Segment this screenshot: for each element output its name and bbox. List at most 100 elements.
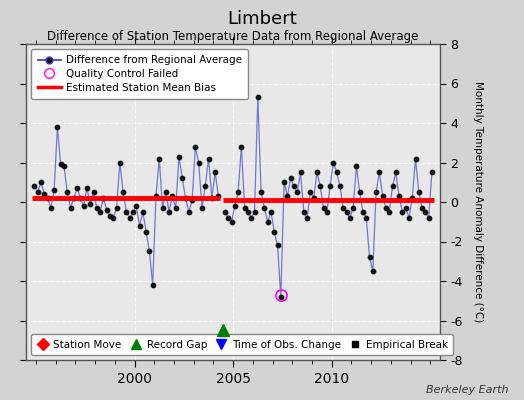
Point (378, 193, 387, 199)
Point (300, 209, 308, 215)
Point (336, 183, 344, 189)
Point (221, 209, 229, 215)
Point (297, 169, 305, 176)
Point (332, 169, 341, 176)
Point (184, 209, 193, 215)
Point (208, 195, 216, 201)
Point (119, 189, 127, 195)
Point (287, 175, 295, 182)
Point (250, 209, 259, 215)
Point (126, 214, 134, 221)
Point (264, 218, 272, 225)
Point (254, 94, 262, 100)
Point (388, 183, 397, 189)
Point (191, 144, 200, 150)
Point (319, 205, 328, 211)
Point (382, 205, 390, 211)
Point (96, 209, 104, 215)
Legend: Station Move, Record Gap, Time of Obs. Change, Empirical Break: Station Move, Record Gap, Time of Obs. C… (31, 334, 453, 355)
Point (342, 209, 351, 215)
Point (155, 155, 163, 162)
Point (142, 228, 150, 235)
Point (329, 159, 337, 166)
Point (277, 294, 285, 300)
Point (181, 195, 190, 201)
Point (227, 218, 236, 225)
Point (346, 214, 354, 221)
Point (274, 242, 282, 249)
Point (152, 193, 160, 199)
Point (83, 185, 91, 191)
Point (424, 214, 433, 221)
Point (421, 209, 430, 215)
Point (139, 209, 147, 215)
Point (99, 195, 107, 201)
Point (93, 205, 101, 211)
Point (148, 282, 157, 288)
Point (43, 195, 52, 201)
Point (355, 189, 364, 195)
Point (257, 189, 265, 195)
Point (244, 209, 252, 215)
Point (401, 205, 410, 211)
Text: Berkeley Earth: Berkeley Earth (426, 385, 508, 395)
Point (385, 209, 394, 215)
Point (260, 205, 269, 211)
Point (34, 189, 42, 195)
Point (326, 183, 334, 189)
Point (408, 195, 417, 201)
Point (63, 189, 71, 195)
Point (349, 205, 357, 211)
Point (178, 175, 187, 182)
Point (375, 169, 384, 176)
Point (339, 205, 347, 211)
Point (411, 155, 420, 162)
Point (194, 159, 203, 166)
Point (60, 163, 68, 170)
Point (372, 189, 380, 195)
Point (109, 214, 117, 221)
Point (224, 214, 233, 221)
Point (47, 205, 55, 211)
Point (135, 222, 144, 229)
Point (106, 213, 114, 219)
Point (237, 144, 246, 150)
Point (161, 189, 170, 195)
Point (168, 193, 177, 199)
Point (365, 254, 374, 260)
Point (306, 189, 314, 195)
Point (211, 169, 220, 176)
Point (171, 205, 180, 211)
Point (70, 195, 78, 201)
Point (67, 205, 75, 211)
Point (362, 214, 370, 221)
Point (145, 248, 154, 254)
Point (201, 183, 210, 189)
Point (198, 205, 206, 211)
Point (428, 169, 436, 176)
Point (129, 209, 137, 215)
Point (231, 203, 239, 209)
Point (405, 214, 413, 221)
Point (116, 159, 124, 166)
Point (112, 205, 121, 211)
Point (76, 195, 84, 201)
Point (290, 183, 298, 189)
Point (175, 153, 183, 160)
Point (267, 209, 275, 215)
Point (391, 169, 400, 176)
Point (241, 205, 249, 211)
Point (86, 201, 94, 207)
Point (165, 209, 173, 215)
Point (270, 228, 278, 235)
Point (359, 209, 367, 215)
Title: Difference of Station Temperature Data from Regional Average: Difference of Station Temperature Data f… (48, 30, 419, 43)
Point (40, 191, 48, 197)
Point (313, 169, 321, 176)
Point (280, 179, 288, 186)
Point (158, 205, 167, 211)
Point (50, 187, 58, 193)
Point (293, 189, 301, 195)
Point (368, 268, 377, 274)
Point (316, 183, 324, 189)
